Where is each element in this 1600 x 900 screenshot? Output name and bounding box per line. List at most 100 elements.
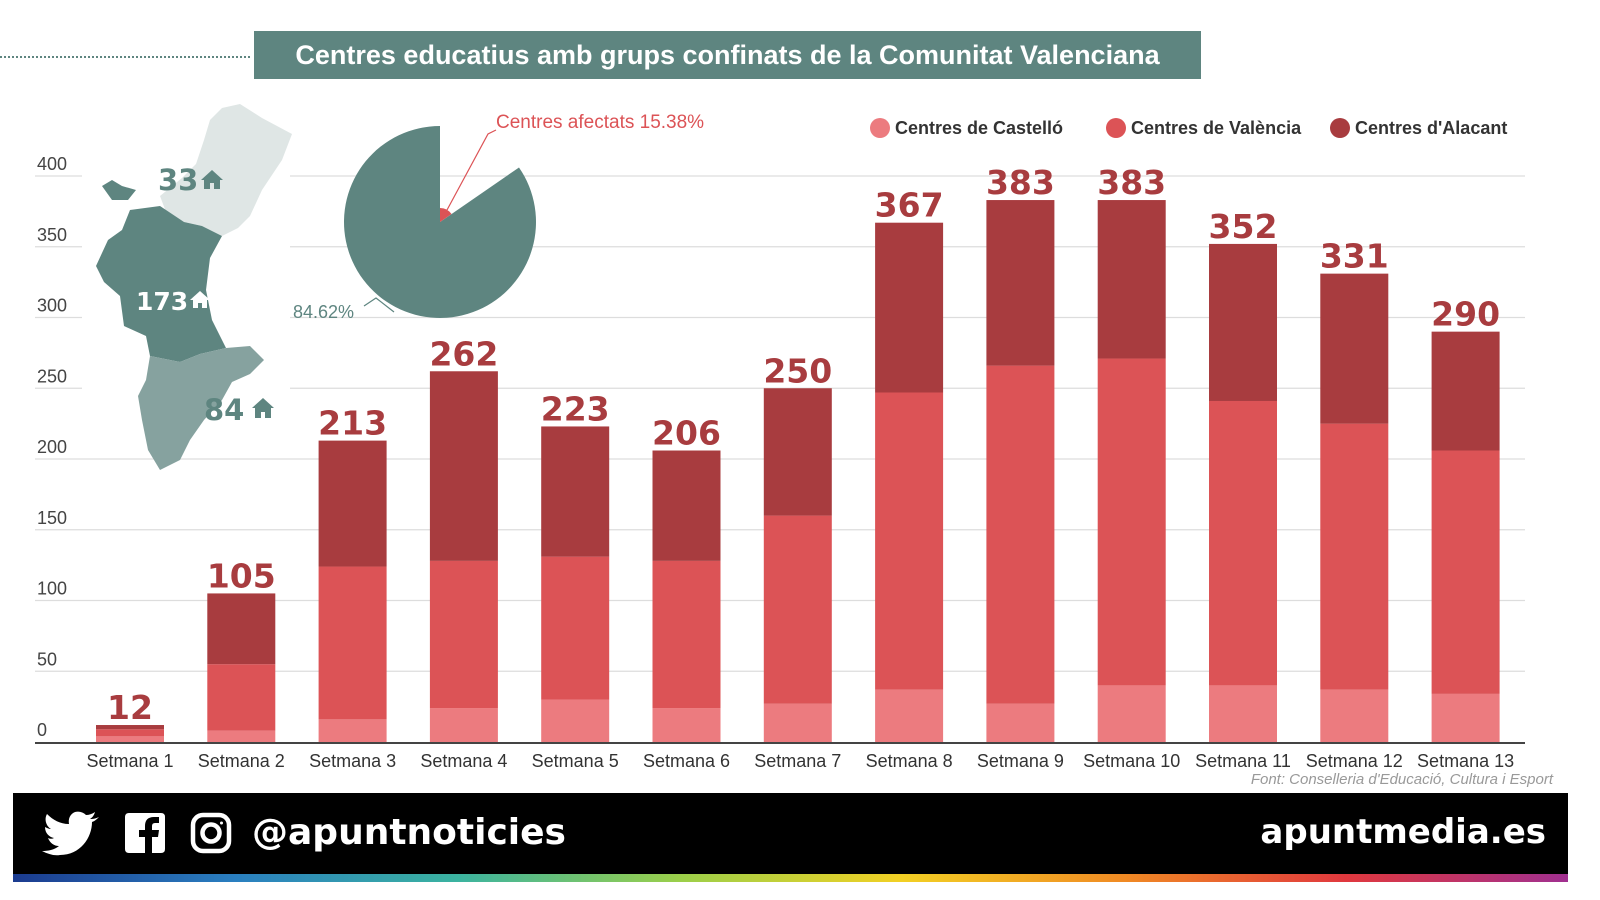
bar-segment bbox=[875, 392, 944, 690]
map-valencia-count: 173 bbox=[136, 287, 188, 316]
bar-total-label: 331 bbox=[1320, 237, 1389, 276]
home-icon bbox=[201, 170, 223, 189]
y-tick-label: 200 bbox=[37, 437, 67, 457]
bar-segment bbox=[763, 703, 832, 742]
bar-segment bbox=[1320, 689, 1389, 742]
x-tick-label: Setmana 10 bbox=[1083, 751, 1180, 771]
x-tick-label: Setmana 2 bbox=[198, 751, 285, 771]
home-icon bbox=[190, 291, 210, 308]
bar-total-label: 352 bbox=[1209, 207, 1278, 246]
bar-segment bbox=[318, 719, 387, 742]
y-tick-label: 100 bbox=[37, 579, 67, 599]
footer-bar: @apuntnoticies apuntmedia.es bbox=[13, 793, 1568, 882]
bar-total-label: 213 bbox=[318, 404, 387, 443]
pie-affected-label: Centres afectats 15.38% bbox=[496, 112, 704, 133]
map-castello bbox=[160, 104, 292, 236]
bar-segment bbox=[875, 222, 944, 393]
bar-segment bbox=[96, 725, 164, 730]
bar-segment bbox=[1097, 358, 1166, 686]
bar-segment bbox=[652, 450, 721, 561]
bar-segment bbox=[1097, 685, 1166, 742]
bar-segment bbox=[1431, 693, 1500, 742]
bar-segment bbox=[207, 730, 276, 742]
bar-segment bbox=[1209, 243, 1277, 401]
bar-segment bbox=[318, 440, 387, 567]
bar-total-label: 105 bbox=[207, 556, 276, 595]
bar-segment bbox=[1097, 200, 1166, 359]
x-tick-label: Setmana 9 bbox=[977, 751, 1064, 771]
bar-total-label: 206 bbox=[652, 414, 721, 453]
bar-total-label: 383 bbox=[1097, 163, 1166, 202]
region-map: 33 173 84 bbox=[96, 104, 292, 470]
x-tick-label: Setmana 13 bbox=[1417, 751, 1514, 771]
source-note: Font: Conselleria d'Educació, Cultura i … bbox=[1250, 771, 1553, 788]
x-tick-label: Setmana 7 bbox=[754, 751, 841, 771]
x-tick-label: Setmana 4 bbox=[420, 751, 507, 771]
bar-segment bbox=[429, 708, 498, 742]
bar-segment bbox=[1320, 273, 1389, 424]
x-tick-label: Setmana 6 bbox=[643, 751, 730, 771]
bar-segment bbox=[986, 200, 1055, 366]
bar-total-label: 383 bbox=[986, 163, 1055, 202]
x-tick-label: Setmana 3 bbox=[309, 751, 396, 771]
y-tick-label: 250 bbox=[37, 366, 67, 386]
x-tick-label: Setmana 11 bbox=[1195, 751, 1291, 771]
x-tick-label: Setmana 5 bbox=[532, 751, 619, 771]
bar-total-label: 223 bbox=[541, 389, 610, 428]
y-tick-label: 150 bbox=[37, 508, 67, 528]
bar-segment bbox=[541, 426, 610, 557]
legend-swatch bbox=[870, 118, 890, 138]
bar-segment bbox=[986, 703, 1055, 742]
bar-segment bbox=[1209, 400, 1277, 686]
bar-segment bbox=[96, 736, 164, 742]
social-handle[interactable]: @apuntnoticies bbox=[252, 812, 566, 853]
pie-leader-affected bbox=[446, 129, 497, 211]
bar-segment bbox=[429, 560, 498, 709]
bar-segment bbox=[318, 566, 387, 720]
bar-total-label: 367 bbox=[875, 186, 944, 225]
chart-title: Centres educatius amb grups confinats de… bbox=[254, 31, 1201, 79]
pie-slice-unaffected bbox=[344, 126, 537, 318]
bar-segment bbox=[541, 556, 610, 700]
y-tick-label: 300 bbox=[37, 296, 67, 316]
bar-segment bbox=[1431, 450, 1500, 694]
facebook-icon[interactable] bbox=[125, 813, 165, 853]
bar-segment bbox=[207, 593, 276, 665]
pie-leader-unaffected bbox=[363, 297, 395, 313]
bar-segment bbox=[429, 371, 498, 561]
bar-segment bbox=[986, 365, 1055, 704]
x-tick-label: Setmana 12 bbox=[1306, 751, 1403, 771]
bar-segment bbox=[207, 664, 276, 731]
bar-total-label: 250 bbox=[763, 351, 832, 390]
bar-segment bbox=[541, 699, 610, 742]
legend-label: Centres de Castelló bbox=[895, 118, 1063, 138]
pie-slice-affected bbox=[440, 208, 452, 222]
bar-segment bbox=[763, 515, 832, 704]
bar-total-label: 12 bbox=[107, 688, 153, 727]
bar-segment bbox=[652, 708, 721, 742]
twitter-icon[interactable] bbox=[42, 811, 99, 856]
legend-swatch bbox=[1330, 118, 1350, 138]
rainbow-strip bbox=[13, 874, 1568, 882]
map-castello-count: 33 bbox=[158, 163, 198, 197]
dotted-rule bbox=[0, 56, 250, 58]
y-tick-label: 0 bbox=[37, 720, 47, 740]
x-tick-label: Setmana 8 bbox=[866, 751, 953, 771]
y-tick-label: 50 bbox=[37, 649, 57, 669]
bar-segment bbox=[1320, 423, 1389, 690]
legend-label: Centres de València bbox=[1131, 118, 1302, 138]
y-tick-label: 350 bbox=[37, 225, 67, 245]
bar-segment bbox=[1209, 685, 1277, 742]
map-alacant bbox=[138, 346, 264, 470]
legend: Centres de Castelló Centres de València Ce… bbox=[870, 118, 1507, 138]
map-alacant-count: 84 bbox=[204, 393, 244, 427]
website[interactable]: apuntmedia.es bbox=[1260, 812, 1546, 852]
bar-segment bbox=[1431, 331, 1500, 451]
map-valencia bbox=[96, 206, 226, 362]
instagram-icon[interactable] bbox=[190, 812, 232, 854]
bar-segment bbox=[763, 388, 832, 516]
bar-segment bbox=[875, 689, 944, 742]
pie-chart: Centres afectats 15.38% 84.62% bbox=[293, 112, 704, 322]
pie-unaffected-label: 84.62% bbox=[293, 302, 354, 322]
